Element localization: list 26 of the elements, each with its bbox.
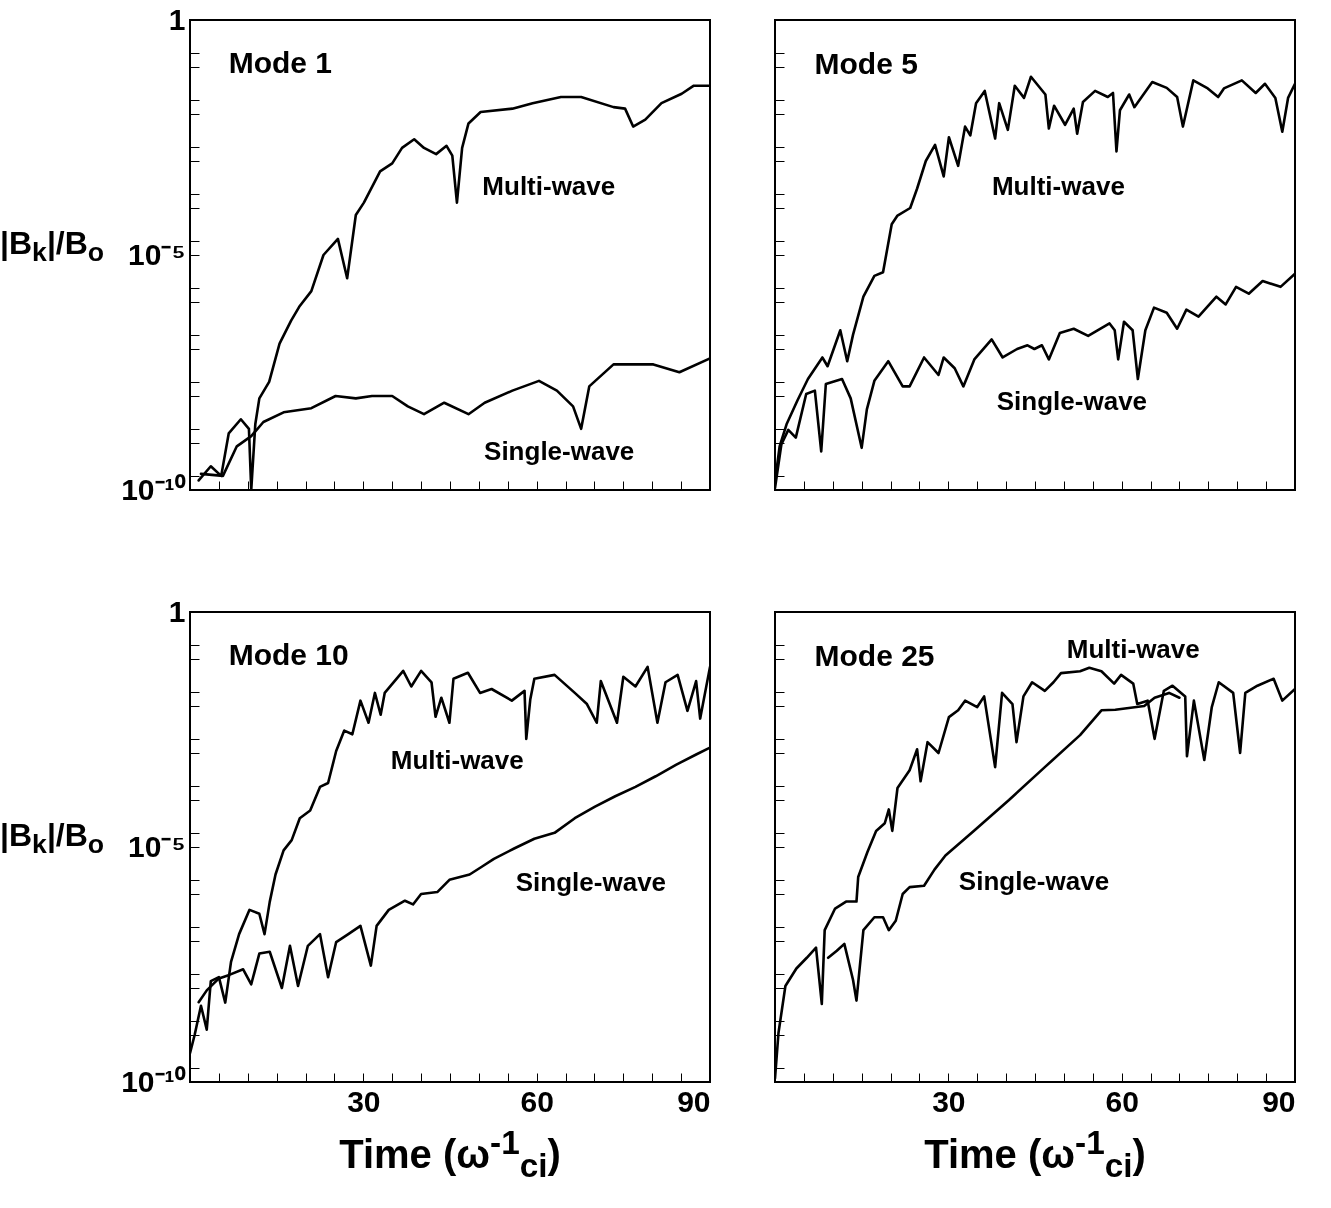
x-tick-label: 90 bbox=[677, 1084, 711, 1118]
y-axis-title: |B$_{k}$|/B$_{o}$ bbox=[0, 817, 105, 861]
x-axis-title: Time (ω$^{-1}$$_{ci}$) bbox=[338, 1124, 562, 1186]
y-tick-label: 10⁻¹⁰ bbox=[121, 472, 186, 506]
x-axis-title: Time (ω$^{-1}$$_{ci}$) bbox=[923, 1124, 1147, 1186]
y-tick-label: 10⁻⁵ bbox=[128, 237, 186, 271]
text: Mode 1 bbox=[228, 46, 332, 79]
x-tick-label: 90 bbox=[1262, 1084, 1296, 1118]
series-label: Single-wave bbox=[515, 866, 667, 897]
text: Mode 10 bbox=[228, 638, 349, 671]
series-label: Single-wave bbox=[958, 866, 1110, 897]
series-label: Single-wave bbox=[996, 386, 1148, 417]
text: Mode 25 bbox=[814, 638, 935, 672]
x-tick-label: 30 bbox=[347, 1084, 381, 1118]
text: Mode 5 bbox=[814, 46, 918, 80]
x-tick-label: 60 bbox=[1105, 1084, 1139, 1118]
series-label: Multi-wave bbox=[482, 171, 616, 202]
y-tick-label: 10⁻⁵ bbox=[128, 829, 186, 863]
x-tick-label: 60 bbox=[520, 1084, 554, 1118]
y-axis-title: |B$_{k}$|/B$_{o}$ bbox=[0, 225, 105, 269]
series-label: Multi-wave bbox=[1066, 634, 1200, 665]
x-tick-label: 30 bbox=[932, 1084, 966, 1118]
series-label: Multi-wave bbox=[390, 744, 524, 775]
series-label: Single-wave bbox=[484, 436, 635, 467]
y-tick-label: 10⁻¹⁰ bbox=[121, 1064, 186, 1098]
series-label: Multi-wave bbox=[991, 170, 1125, 201]
